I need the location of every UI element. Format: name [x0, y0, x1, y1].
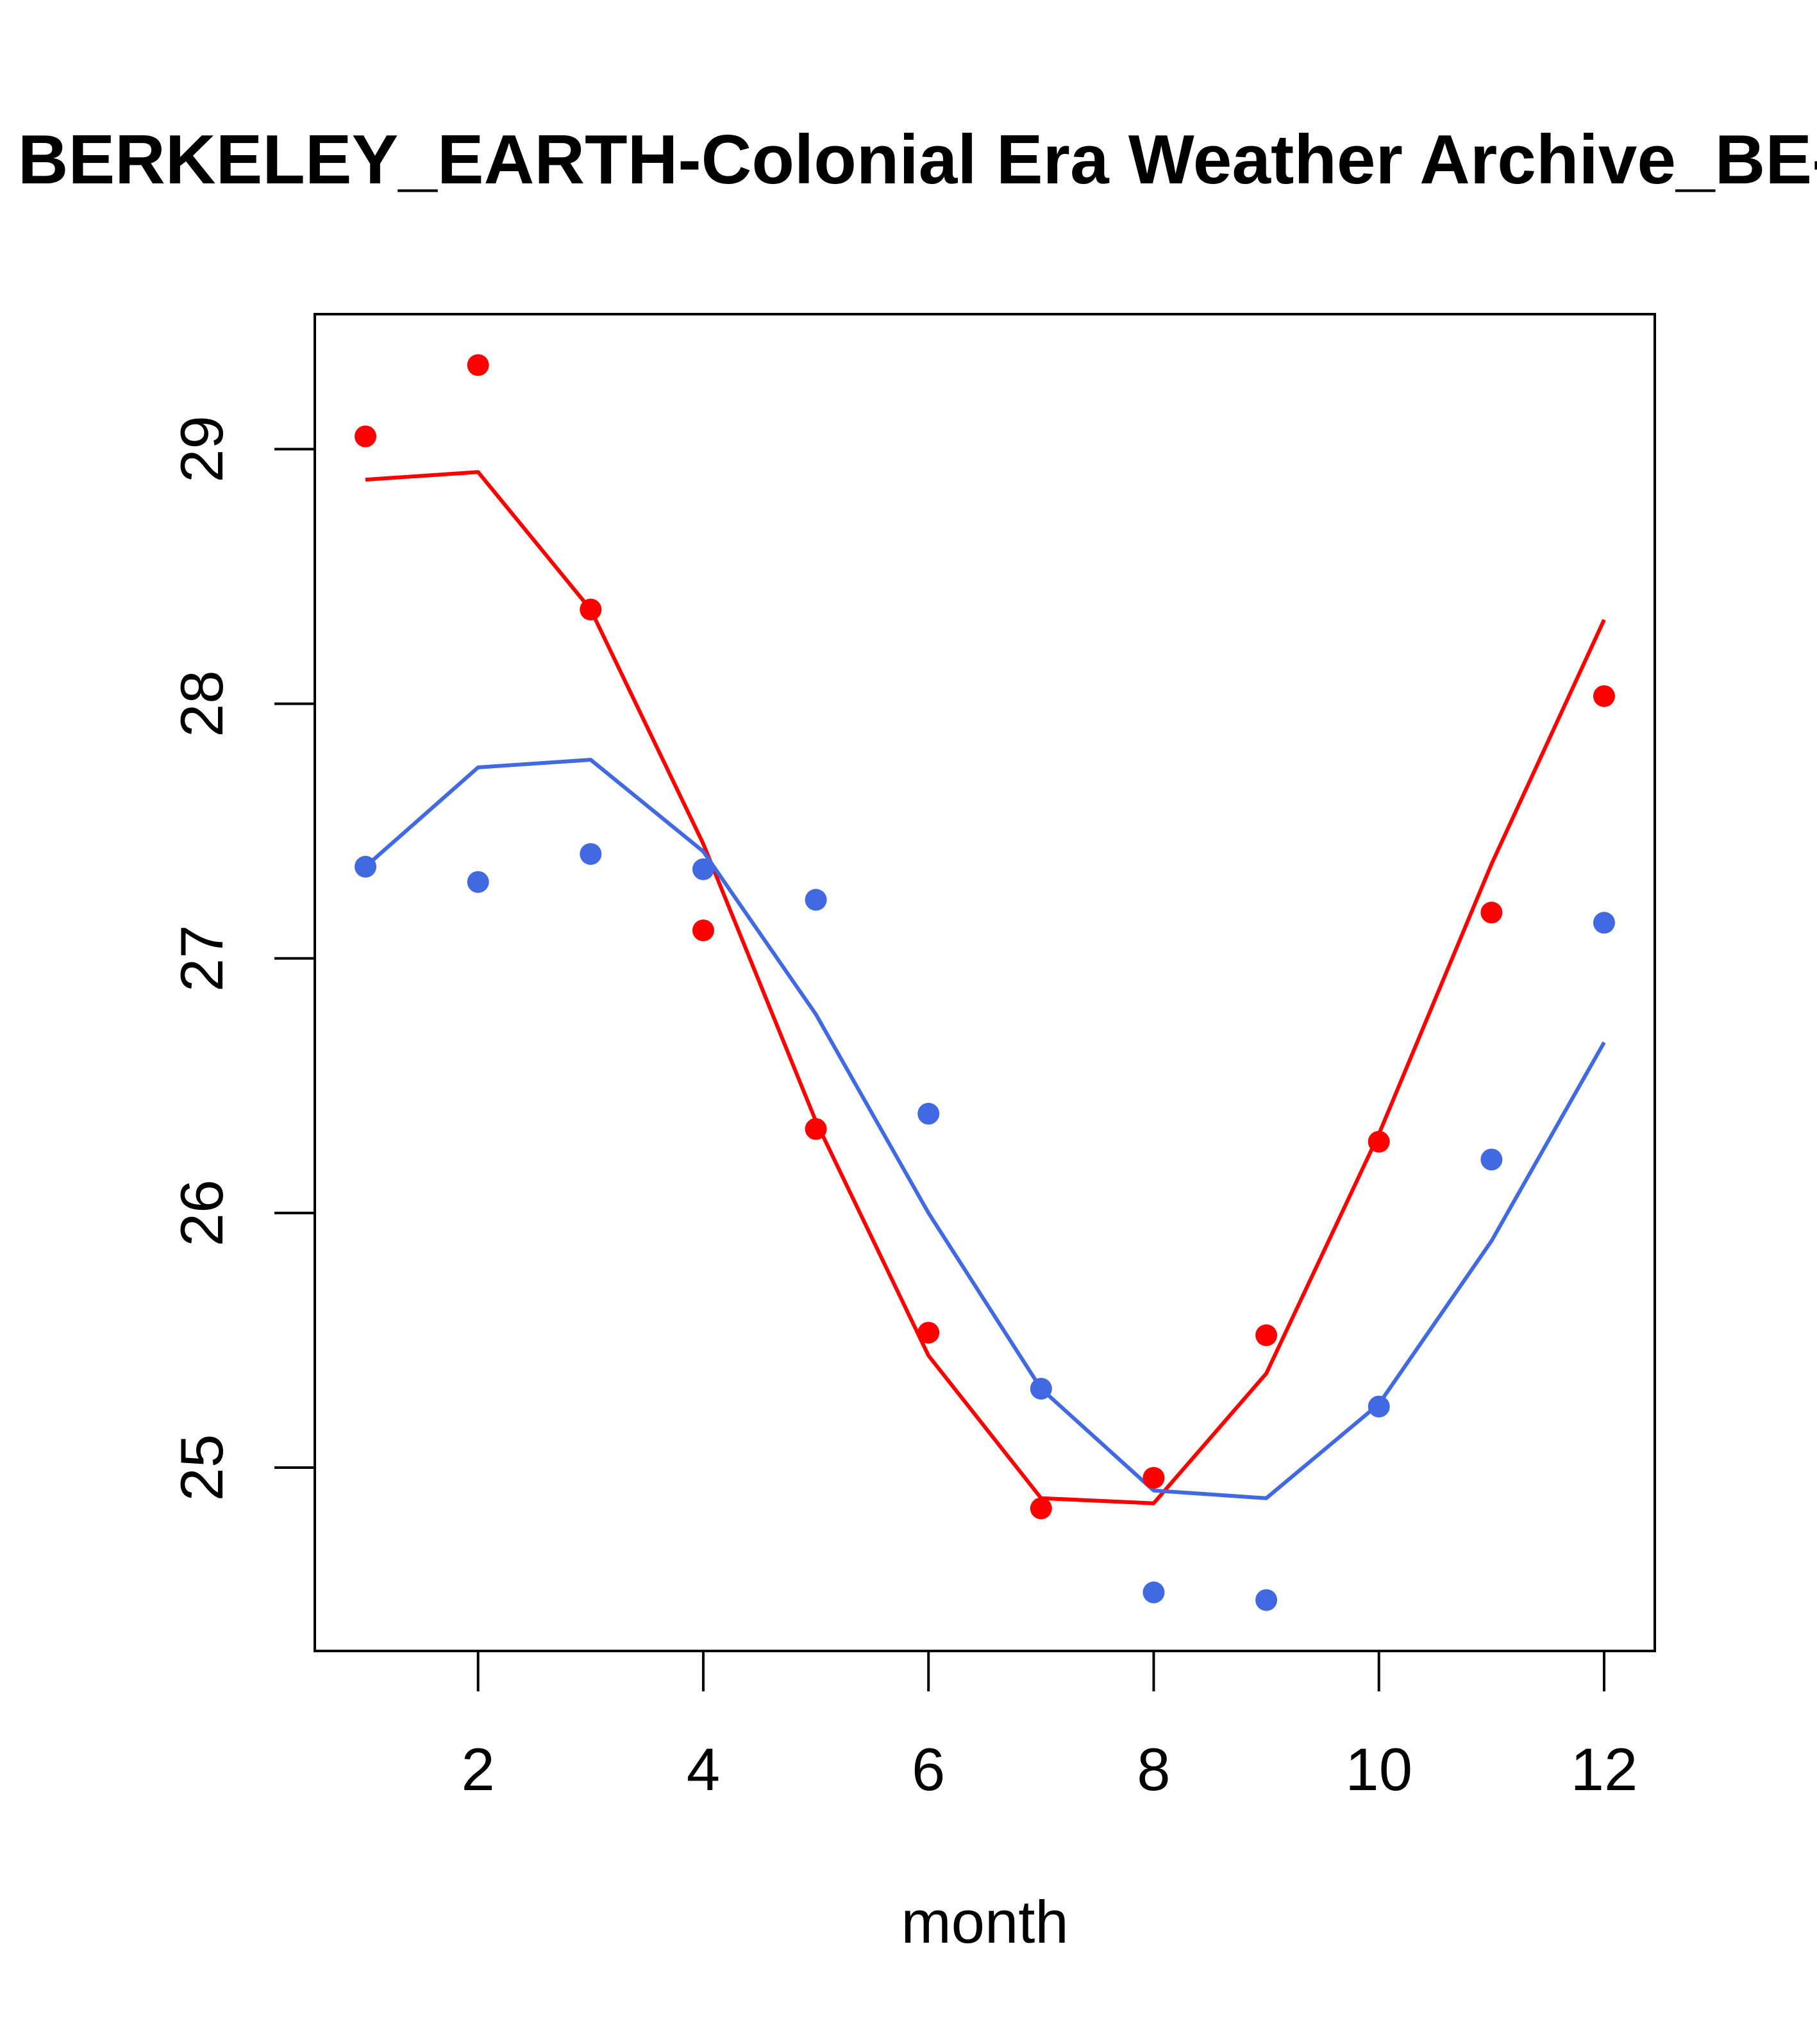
series-2-point — [1368, 1395, 1390, 1418]
series-1-point — [467, 354, 489, 376]
series-1-point — [1368, 1130, 1390, 1153]
y-tick-label: 28 — [168, 670, 235, 737]
series-points — [355, 354, 1615, 1611]
series-lines — [364, 470, 1606, 1505]
y-tick-label: 27 — [168, 925, 235, 992]
series-1-point — [805, 1118, 827, 1140]
series-1-point — [580, 598, 602, 621]
x-tick-label: 4 — [687, 1736, 720, 1803]
series-2-point — [1030, 1377, 1052, 1400]
y-tick-label: 25 — [168, 1434, 235, 1502]
series-1-line — [365, 470, 1606, 1505]
series-1-point — [917, 1321, 940, 1344]
series-2-point — [580, 842, 602, 865]
x-axis: 2 4 6 8 10 12 — [462, 1650, 1638, 1803]
series-2-line — [364, 758, 1606, 1500]
series-1-point — [1143, 1466, 1165, 1489]
x-tick-label: 8 — [1137, 1736, 1170, 1803]
x-tick-label: 6 — [912, 1736, 945, 1803]
x-tick-label: 10 — [1345, 1736, 1412, 1803]
plot-area-border — [314, 313, 1656, 1652]
x-tick-label: 12 — [1571, 1736, 1638, 1803]
x-tick-label: 2 — [462, 1736, 495, 1803]
series-2-point — [1593, 912, 1615, 934]
series-2-point — [1255, 1589, 1278, 1611]
series-1-point — [1030, 1497, 1052, 1520]
y-tick-label: 26 — [168, 1180, 235, 1247]
series-2-point — [805, 889, 827, 911]
y-axis: 25 26 27 28 29 — [168, 415, 316, 1502]
series-2-point — [1480, 1148, 1503, 1171]
series-1-point — [355, 425, 377, 448]
series-2-point — [467, 871, 489, 893]
series-1-point — [1255, 1324, 1278, 1346]
x-axis-label: month — [901, 1888, 1068, 1956]
y-tick-label: 29 — [168, 415, 235, 483]
series-2-point — [692, 858, 714, 880]
series-2-point — [917, 1103, 940, 1125]
series-1-point — [1593, 685, 1615, 707]
chart-title: BERKELEY_EARTH-Colonial Era Weather Arch… — [18, 121, 1817, 199]
series-1-point — [1480, 901, 1503, 924]
series-2-point — [355, 855, 377, 878]
series-1-point — [692, 919, 714, 942]
series-2-point — [1143, 1581, 1165, 1604]
